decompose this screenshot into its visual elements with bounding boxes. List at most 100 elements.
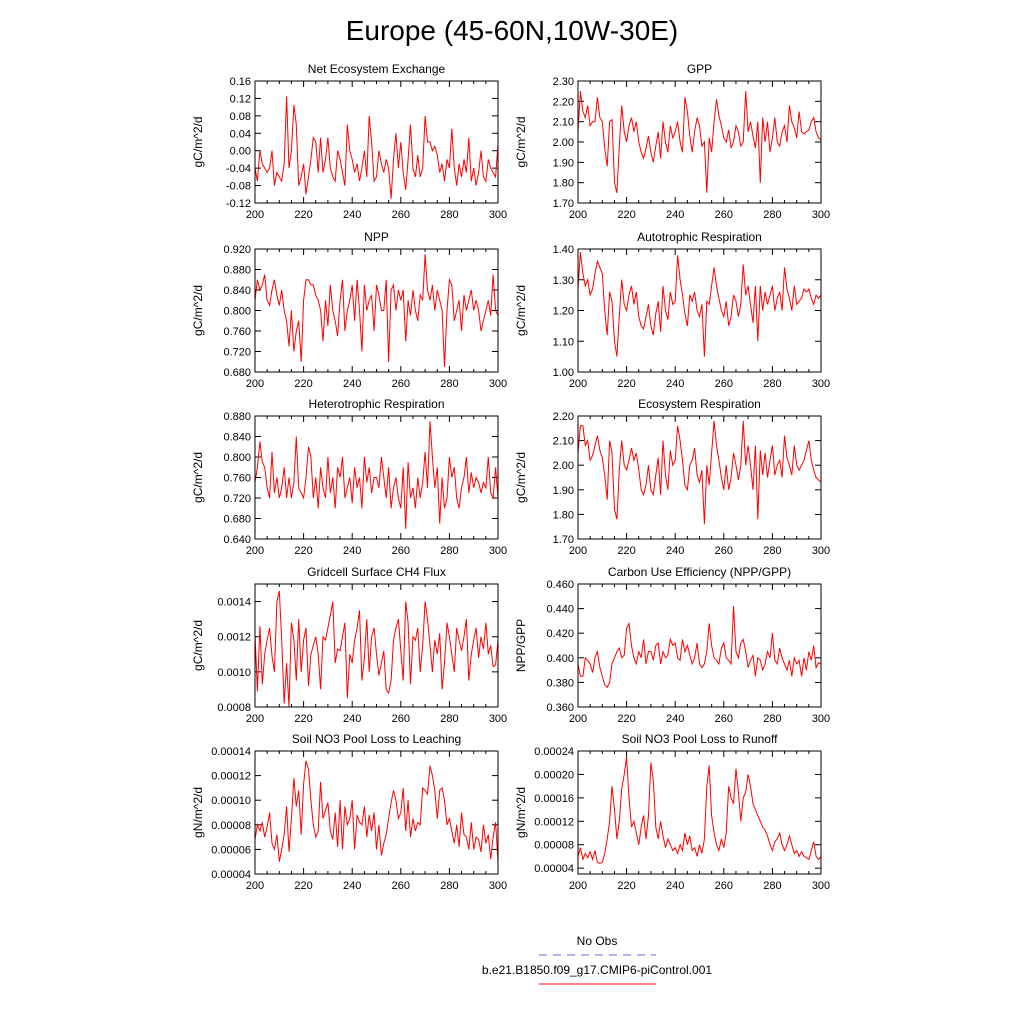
chart-panel-3: Autotrophic Respiration gC/m^2/d 200 220 240… — [514, 230, 830, 390]
y-tick-label: 0.760 — [223, 326, 251, 338]
y-axis-label: gC/m^2/d — [191, 285, 205, 336]
x-tick-label: 220 — [617, 880, 635, 892]
series-line-0 — [577, 252, 822, 357]
series-line-0 — [254, 254, 499, 367]
y-tick-label: 0.00012 — [211, 771, 251, 783]
x-tick-label: 260 — [392, 378, 410, 390]
chart-title: Soil NO3 Pool Loss to Leaching — [292, 732, 461, 746]
figure-title: Europe (45-60N,10W-30E) — [346, 15, 679, 46]
y-tick-label: 0.880 — [223, 411, 251, 423]
y-tick-label: 0.420 — [546, 628, 574, 640]
y-tick-label: 0.08 — [230, 111, 251, 123]
chart-title: Net Ecosystem Exchange — [308, 62, 446, 76]
chart-panel-8: Soil NO3 Pool Loss to Leaching gN/m^2/d 20… — [191, 732, 507, 892]
x-tick-label: 200 — [569, 378, 587, 390]
y-tick-label: 0.880 — [223, 265, 251, 277]
chart-title: NPP — [364, 230, 389, 244]
y-tick-label: 0.0010 — [217, 667, 251, 679]
y-tick-label: 1.90 — [553, 157, 574, 169]
x-tick-label: 240 — [666, 880, 684, 892]
chart-panel-6: Gridcell Surface CH4 Flux gC/m^2/d 200 220 2… — [191, 565, 507, 725]
x-tick-label: 220 — [617, 209, 635, 221]
y-axis-label: gC/m^2/d — [191, 452, 205, 503]
x-tick-label: 280 — [763, 880, 781, 892]
x-tick-label: 300 — [489, 209, 507, 221]
x-tick-label: 200 — [246, 545, 264, 557]
chart-panel-0: Net Ecosystem Exchange gC/m^2/d 200 220 240 2… — [191, 62, 507, 221]
plot-frame — [577, 750, 822, 875]
y-tick-label: -0.12 — [226, 198, 251, 210]
y-tick-label: 0.00020 — [534, 769, 574, 781]
chart-title: Ecosystem Respiration — [638, 397, 761, 411]
x-tick-label: 300 — [489, 880, 507, 892]
chart-panel-7: Carbon Use Efficiency (NPP/GPP) NPP/GPP 20… — [514, 565, 830, 725]
chart-panel-2: NPP gC/m^2/d 200 220 240 260 280 300 0.680 0.720 0… — [191, 230, 507, 390]
x-tick-label: 260 — [715, 209, 733, 221]
y-tick-label: 0.00 — [230, 146, 251, 158]
y-axis-label: NPP/GPP — [514, 619, 528, 672]
y-tick-label: 0.800 — [223, 306, 251, 318]
y-tick-label: 2.20 — [553, 411, 574, 423]
x-tick-label: 300 — [812, 713, 830, 725]
chart-panel-5: Ecosystem Respiration gC/m^2/d 200 220 240 26… — [514, 397, 830, 557]
x-tick-label: 280 — [440, 880, 458, 892]
y-axis-label: gC/m^2/d — [514, 452, 528, 503]
x-tick-label: 240 — [666, 545, 684, 557]
y-tick-label: 0.00016 — [534, 793, 574, 805]
x-tick-label: 200 — [246, 209, 264, 221]
series-line-0 — [577, 91, 822, 193]
y-tick-label: 0.12 — [230, 93, 251, 105]
y-tick-label: 1.40 — [553, 244, 574, 256]
x-tick-label: 280 — [763, 209, 781, 221]
series-line-0 — [577, 420, 822, 525]
x-tick-label: 300 — [812, 880, 830, 892]
y-axis-label: gC/m^2/d — [514, 285, 528, 336]
y-tick-label: 0.720 — [223, 493, 251, 505]
y-tick-label: 0.00024 — [534, 746, 574, 758]
x-tick-label: 240 — [343, 545, 361, 557]
y-tick-label: 0.460 — [546, 579, 574, 591]
x-tick-label: 280 — [440, 209, 458, 221]
y-tick-label: 0.00012 — [534, 816, 574, 828]
x-tick-label: 260 — [392, 880, 410, 892]
y-tick-label: 0.720 — [223, 347, 251, 359]
chart-title: Soil NO3 Pool Loss to Runoff — [622, 732, 779, 746]
y-tick-label: 0.0012 — [217, 632, 251, 644]
chart-title: Gridcell Surface CH4 Flux — [307, 565, 446, 579]
y-tick-label: 0.00008 — [534, 840, 574, 852]
y-tick-label: 0.800 — [223, 452, 251, 464]
chart-panel-4: Heterotrophic Respiration gC/m^2/d 200 220 2… — [191, 397, 507, 557]
x-tick-label: 300 — [812, 545, 830, 557]
y-tick-label: 0.680 — [223, 514, 251, 526]
chart-title: Heterotrophic Respiration — [308, 397, 444, 411]
series-line-0 — [254, 421, 499, 529]
y-axis-label: gC/m^2/d — [191, 117, 205, 168]
legend-label-no-obs: No Obs — [577, 934, 618, 948]
y-tick-label: 2.00 — [553, 460, 574, 472]
x-tick-label: 220 — [294, 713, 312, 725]
plot-frame — [577, 80, 822, 204]
legend-label-model-run: b.e21.B1850.f09_g17.CMIP6-piControl.001 — [482, 963, 712, 977]
x-tick-label: 280 — [763, 545, 781, 557]
x-tick-label: 200 — [246, 378, 264, 390]
x-tick-label: 260 — [715, 378, 733, 390]
y-tick-label: 0.00004 — [534, 863, 574, 875]
x-tick-label: 200 — [569, 713, 587, 725]
x-tick-label: 260 — [392, 209, 410, 221]
x-tick-label: 260 — [392, 545, 410, 557]
y-tick-label: 0.00006 — [211, 844, 251, 856]
y-tick-label: 0.920 — [223, 244, 251, 256]
x-tick-label: 260 — [715, 545, 733, 557]
y-axis-label: gN/m^2/d — [191, 787, 205, 838]
y-tick-label: 1.70 — [553, 198, 574, 210]
y-tick-label: 0.0008 — [217, 702, 251, 714]
chart-panel-1: GPP gC/m^2/d 200 220 240 260 280 300 1.70 1.80 1.9… — [514, 62, 830, 221]
x-tick-label: 240 — [666, 209, 684, 221]
y-tick-label: 2.10 — [553, 436, 574, 448]
x-tick-label: 260 — [715, 713, 733, 725]
y-tick-label: 2.30 — [553, 76, 574, 88]
x-tick-label: 200 — [569, 209, 587, 221]
y-tick-label: 0.680 — [223, 367, 251, 379]
x-tick-label: 220 — [617, 545, 635, 557]
x-tick-label: 240 — [666, 713, 684, 725]
